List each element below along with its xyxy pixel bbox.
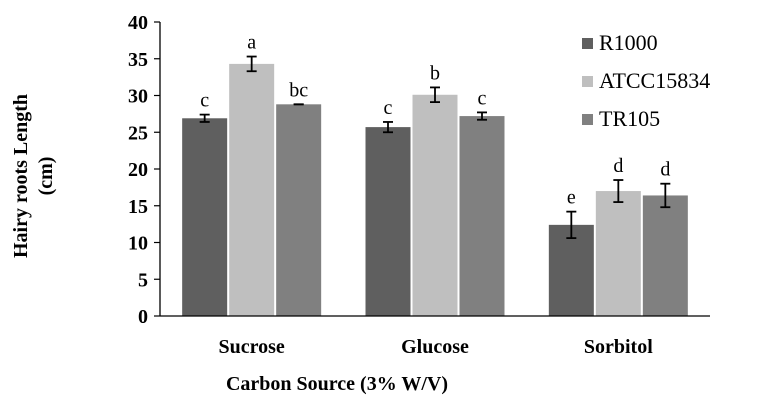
significance-letter: d xyxy=(660,159,670,181)
y-axis-label-line1: Hairy roots Length xyxy=(10,94,32,258)
x-tick-label-sucrose: Sucrose xyxy=(219,336,285,358)
y-tick-label: 25 xyxy=(128,122,148,144)
y-axis-label-line2: (cm) xyxy=(35,157,57,196)
legend-label-r1000: R1000 xyxy=(599,30,658,55)
x-tick-label-sorbitol: Sorbitol xyxy=(584,336,653,358)
y-tick-label: 35 xyxy=(128,49,148,71)
bar-r1000-sorbitol xyxy=(548,224,594,316)
bar-atcc15834-glucose xyxy=(412,94,458,316)
y-ticks-layer: 0 5 10 15 20 25 30 35 40 xyxy=(128,12,160,328)
y-tick-label: 5 xyxy=(138,269,148,291)
legend: R1000 ATCC15834 TR105 xyxy=(582,30,710,131)
legend-swatch-r1000 xyxy=(582,38,593,49)
x-tick-label-glucose: Glucose xyxy=(401,336,469,358)
y-tick-label: 30 xyxy=(128,86,148,108)
significance-letter: c xyxy=(478,87,487,109)
bar-r1000-sucrose xyxy=(182,118,228,316)
x-ticks-layer: Sucrose Glucose Sorbitol xyxy=(219,336,654,358)
y-tick-label: 40 xyxy=(128,12,148,34)
y-tick-label: 10 xyxy=(128,233,148,255)
error-bars-layer xyxy=(199,55,671,239)
significance-letter: e xyxy=(567,187,576,209)
significance-letter: bc xyxy=(289,79,308,101)
significance-letter: c xyxy=(384,97,393,119)
significance-letter: a xyxy=(247,32,256,54)
y-tick-label: 20 xyxy=(128,159,148,181)
legend-swatch-atcc15834 xyxy=(582,76,593,87)
bars-layer xyxy=(182,63,688,316)
significance-letter: d xyxy=(613,155,623,177)
bar-tr105-glucose xyxy=(459,116,505,316)
legend-label-atcc15834: ATCC15834 xyxy=(599,68,710,93)
bar-r1000-glucose xyxy=(365,127,411,316)
bar-atcc15834-sorbitol xyxy=(595,191,641,316)
legend-swatch-tr105 xyxy=(582,114,593,125)
legend-label-tr105: TR105 xyxy=(599,106,660,131)
significance-letter: b xyxy=(430,62,440,84)
bar-tr105-sorbitol xyxy=(642,195,688,316)
y-tick-label: 15 xyxy=(128,196,148,218)
bar-tr105-sucrose xyxy=(276,104,322,316)
y-tick-label: 0 xyxy=(138,306,148,328)
significance-letter: c xyxy=(200,90,209,112)
x-axis-label: Carbon Source (3% W/V) xyxy=(226,373,448,395)
bar-atcc15834-sucrose xyxy=(229,63,275,316)
